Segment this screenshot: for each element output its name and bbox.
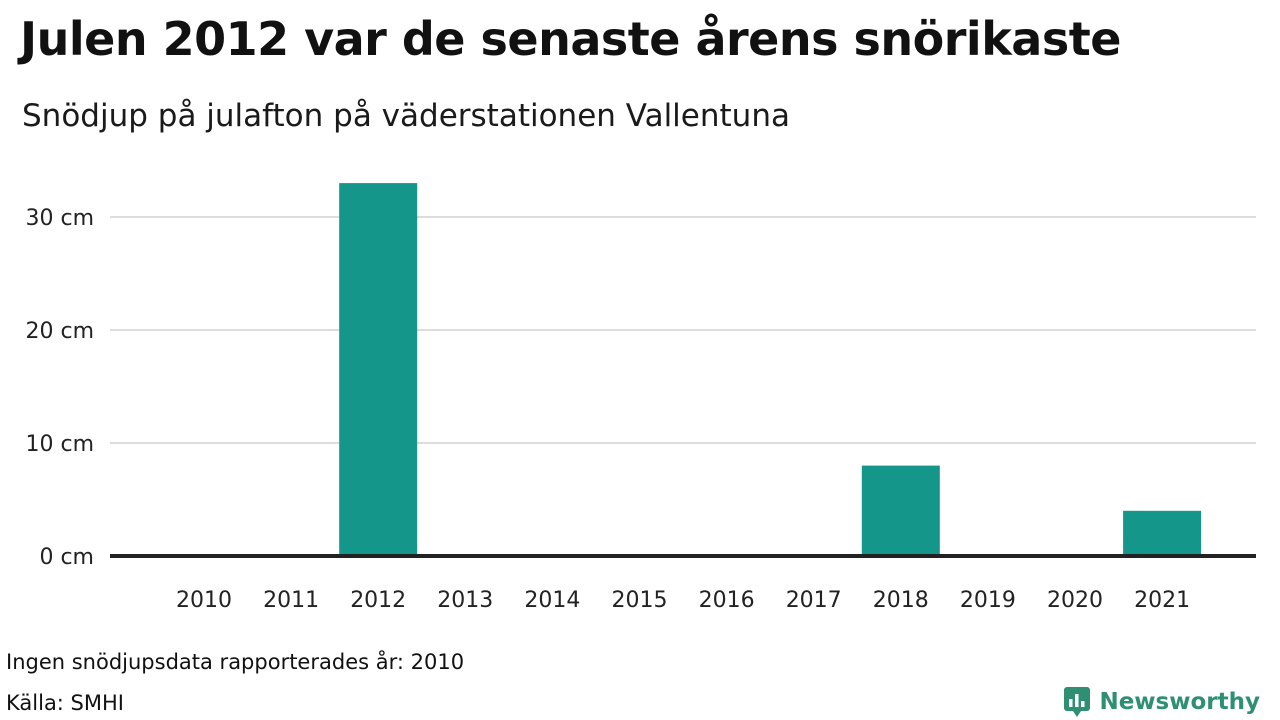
x-tick-label: 2013 [437,588,493,613]
x-tick-label: 2019 [960,588,1016,613]
footnote: Ingen snödjupsdata rapporterades år: 201… [6,650,465,674]
bars [339,183,1202,556]
chart-title: Julen 2012 var de senaste årens snörikas… [20,12,1121,66]
x-tick-label: 2015 [612,588,668,613]
bar-2012 [339,183,418,556]
chart-subtitle: Snödjup på julafton på väderstationen Va… [22,98,790,134]
bar-2021 [1123,510,1202,556]
x-tick-label: 2012 [350,588,406,613]
y-tick-label: 20 cm [25,319,94,344]
brand-name: Newsworthy [1099,689,1260,715]
x-tick-label: 2010 [176,588,232,613]
grid-lines [110,216,1256,444]
x-tick-label: 2020 [1047,588,1103,613]
bar-2018 [861,465,940,556]
source-label: Källa: SMHI [6,691,124,715]
x-tick-label: 2018 [873,588,929,613]
x-tick-label: 2017 [786,588,842,613]
y-tick-label: 10 cm [25,432,94,457]
bar-chart-speech-bubble-icon [1064,687,1091,717]
x-tick-label: 2011 [263,588,319,613]
x-tick-label: 2016 [699,588,755,613]
brand-logo[interactable]: Newsworthy [1063,686,1260,718]
x-axis-ticks: 2010 2011 2012 2013 2014 2015 2016 2017 2018 2019… [176,588,1190,613]
y-tick-label: 0 cm [39,545,94,570]
y-axis-ticks: 0 cm 10 cm 20 cm 30 cm [25,206,94,570]
y-tick-label: 30 cm [25,206,94,231]
x-tick-label: 2021 [1134,588,1190,613]
x-tick-label: 2014 [524,588,580,613]
